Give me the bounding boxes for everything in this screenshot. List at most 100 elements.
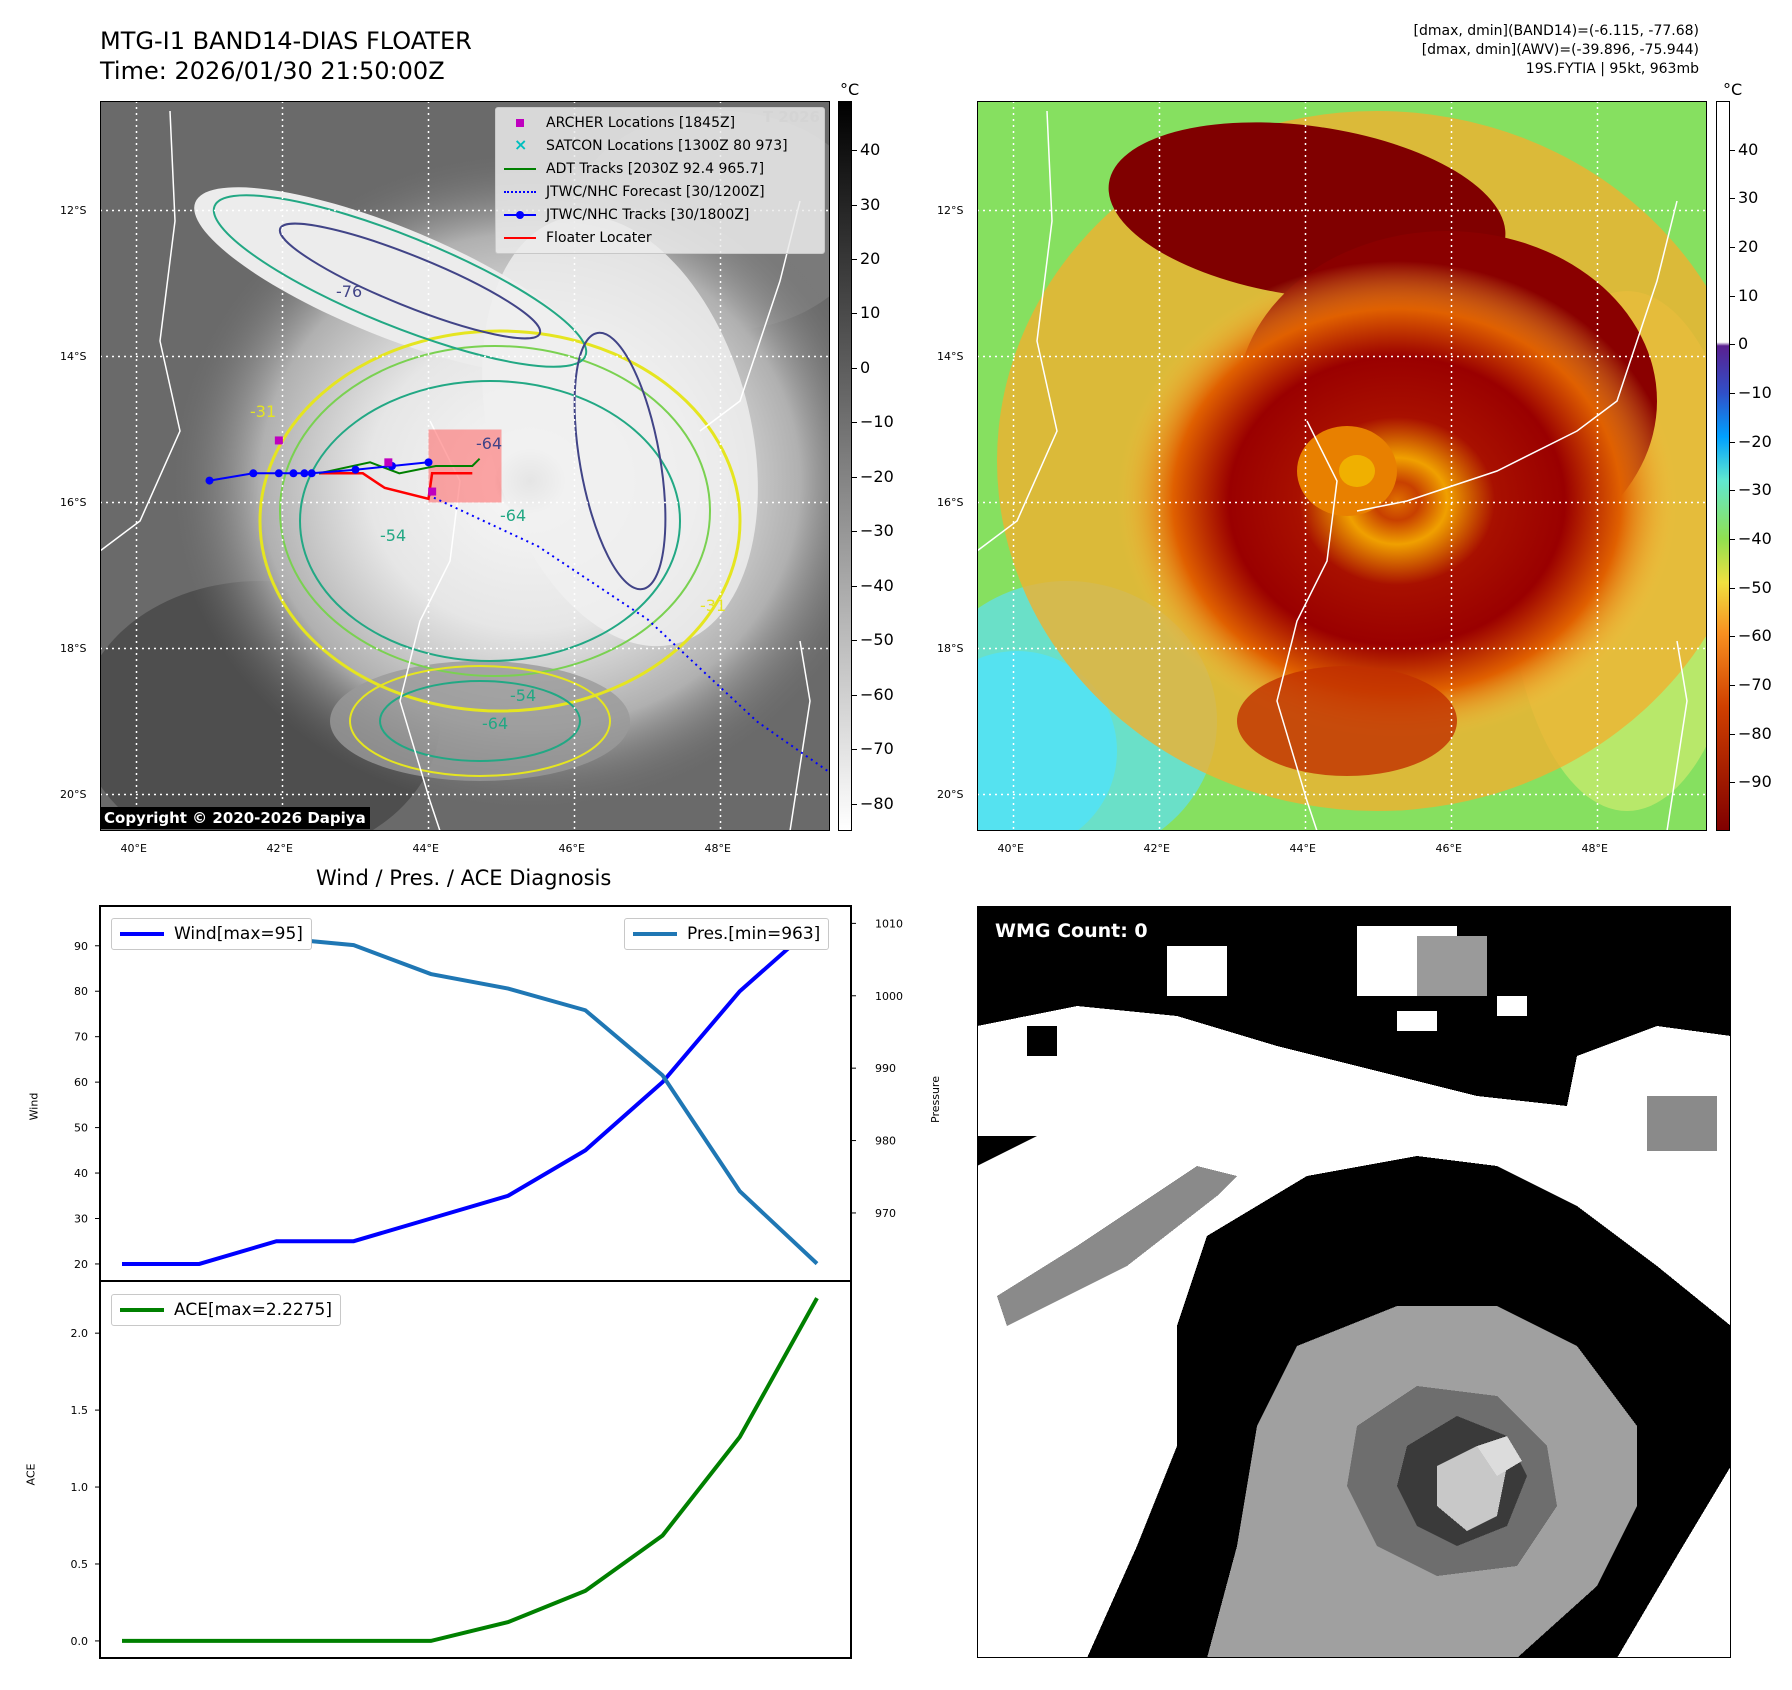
colorbar-tick-mark bbox=[852, 476, 857, 478]
ir-colorbar-unit: °C bbox=[840, 80, 860, 99]
archer-point bbox=[384, 458, 393, 467]
colorbar-tick-label: −10 bbox=[860, 412, 894, 432]
contour-label: -64 bbox=[500, 506, 526, 525]
colorbar-tick-mark bbox=[852, 803, 857, 805]
jtwc-track-point bbox=[300, 469, 309, 478]
colorbar-tick-mark bbox=[1730, 539, 1735, 540]
colorbar-tick-label: −70 bbox=[1738, 675, 1772, 694]
awv-colorbar bbox=[1716, 101, 1730, 831]
colorbar-tick-mark bbox=[852, 640, 857, 642]
jtwc-track-point bbox=[249, 469, 258, 478]
wind-pressure-frame bbox=[99, 905, 852, 1282]
lon-tick-label: 48°E bbox=[1581, 842, 1608, 855]
wind-tick-label: 50 bbox=[74, 1122, 88, 1135]
contour-label: -64 bbox=[482, 714, 508, 733]
colorbar-tick-mark bbox=[852, 367, 857, 369]
wind-tick-label: 40 bbox=[74, 1167, 88, 1180]
colorbar-tick-label: 40 bbox=[1738, 139, 1759, 159]
lon-tick-label: 40°E bbox=[120, 842, 147, 855]
legend-adt: ADT Tracks [2030Z 92.4 965.7] bbox=[502, 158, 764, 180]
colorbar-tick-label: 30 bbox=[1738, 188, 1759, 208]
colorbar-tick-mark bbox=[852, 531, 857, 533]
colorbar-tick-mark bbox=[1730, 782, 1735, 784]
ace-tick-label: 0.5 bbox=[71, 1558, 89, 1571]
wind-legend-label: Wind[max=95] bbox=[174, 924, 303, 944]
lat-tick-label: 20°S bbox=[937, 787, 964, 801]
jtwc-track-point bbox=[274, 469, 283, 478]
colorbar-tick-label: −10 bbox=[1738, 383, 1772, 402]
pressure-tick-label: 1010 bbox=[875, 917, 903, 930]
jtwc-track-point bbox=[351, 465, 360, 474]
pressure-tick-label: 1000 bbox=[875, 990, 903, 1003]
dotted-line-icon bbox=[504, 191, 536, 193]
colorbar-tick-mark bbox=[852, 313, 857, 315]
colorbar-tick-label: −50 bbox=[860, 630, 894, 650]
jtwc-track-point bbox=[205, 476, 214, 485]
colorbar-tick-mark bbox=[1730, 587, 1735, 589]
colorbar-tick-label: 30 bbox=[860, 194, 881, 214]
colorbar-tick-label: −80 bbox=[860, 793, 894, 813]
ace-axis-label: ACE bbox=[24, 1463, 38, 1486]
wind-tick-label: 90 bbox=[74, 940, 88, 953]
ace-tick-label: 2.0 bbox=[71, 1327, 89, 1340]
colorbar-tick-mark bbox=[1730, 198, 1735, 200]
lat-tick-label: 14°S bbox=[937, 349, 964, 363]
colorbar-tick-mark bbox=[1730, 636, 1735, 638]
colorbar-tick-mark bbox=[852, 749, 857, 751]
lon-tick-label: 46°E bbox=[558, 842, 585, 855]
colorbar-tick-label: 0 bbox=[1738, 334, 1749, 354]
line-icon bbox=[633, 932, 677, 936]
legend-forecast: JTWC/NHC Forecast [30/1200Z] bbox=[502, 181, 765, 203]
line-icon bbox=[504, 168, 536, 170]
colorbar-tick-label: 40 bbox=[860, 140, 881, 160]
legend-satcon-label: SATCON Locations [1300Z 80 973] bbox=[546, 138, 788, 154]
ace-series-line bbox=[122, 1297, 819, 1643]
colorbar-tick-mark bbox=[852, 150, 857, 152]
colorbar-tick-mark bbox=[1730, 344, 1735, 346]
awv-gridlines bbox=[977, 101, 1707, 831]
colorbar-tick-label: −20 bbox=[1738, 431, 1772, 451]
colorbar-tick-mark bbox=[1730, 393, 1735, 394]
colorbar-tick-label: 20 bbox=[1738, 237, 1759, 256]
colorbar-tick-mark bbox=[1730, 490, 1735, 492]
jtwc-track-point bbox=[307, 469, 316, 478]
colorbar-tick-mark bbox=[852, 585, 857, 587]
colorbar-tick-mark bbox=[1730, 247, 1735, 248]
colorbar-tick-label: −30 bbox=[1738, 480, 1772, 500]
legend-jtwc-tracks: JTWC/NHC Tracks [30/1800Z] bbox=[502, 204, 749, 226]
colorbar-tick-label: −40 bbox=[860, 575, 894, 595]
pressure-tick-label: 970 bbox=[875, 1207, 896, 1220]
ace-frame bbox=[99, 1280, 852, 1659]
colorbar-tick-label: 10 bbox=[1738, 285, 1759, 305]
figure-title: MTG-I1 BAND14-DIAS FLOATER bbox=[100, 27, 472, 55]
line-icon bbox=[120, 1308, 164, 1312]
line-icon bbox=[504, 237, 536, 239]
awv-range: [dmax, dmin](AWV)=(-39.896, -75.944) bbox=[1421, 42, 1699, 58]
lon-tick-label: 46°E bbox=[1435, 842, 1462, 855]
lon-tick-label: 44°E bbox=[1289, 842, 1316, 855]
ace-legend-label: ACE[max=2.2275] bbox=[174, 1300, 332, 1320]
colorbar-tick-label: 20 bbox=[860, 248, 881, 268]
copyright-badge: Copyright © 2020-2026 Dapiya bbox=[100, 807, 370, 829]
figure-time: Time: 2026/01/30 21:50:00Z bbox=[100, 57, 445, 85]
legend-jtwc-tracks-label: JTWC/NHC Tracks [30/1800Z] bbox=[546, 207, 750, 223]
wind-tick-label: 70 bbox=[74, 1031, 88, 1044]
wmg-band-dark bbox=[977, 906, 1731, 1106]
wind-tick-label: 60 bbox=[74, 1076, 88, 1089]
wmg-count-badge: WMG Count: 0 bbox=[987, 918, 1156, 944]
lon-tick-label: 48°E bbox=[704, 842, 731, 855]
lon-tick-label: 42°E bbox=[1143, 842, 1170, 855]
lat-tick-label: 20°S bbox=[60, 787, 87, 801]
awv-map-panel bbox=[977, 101, 1707, 831]
legend-floater-label: Floater Locater bbox=[546, 230, 652, 246]
ace-tick-label: 1.5 bbox=[71, 1404, 89, 1417]
wind-tick-label: 20 bbox=[74, 1258, 88, 1271]
x-icon: × bbox=[514, 135, 528, 154]
pressure-tick-label: 980 bbox=[875, 1135, 896, 1148]
wind-tick-label: 30 bbox=[74, 1213, 88, 1226]
lat-tick-label: 18°S bbox=[60, 641, 87, 655]
legend-archer-label: ARCHER Locations [1845Z] bbox=[546, 115, 736, 131]
jtwc-forecast-line bbox=[428, 494, 830, 774]
ace-legend: ACE[max=2.2275] bbox=[111, 1294, 341, 1326]
